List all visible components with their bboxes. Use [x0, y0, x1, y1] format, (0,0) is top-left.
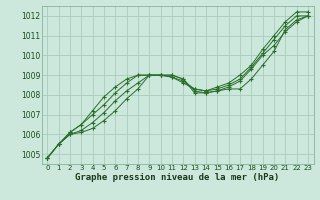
X-axis label: Graphe pression niveau de la mer (hPa): Graphe pression niveau de la mer (hPa)	[76, 173, 280, 182]
